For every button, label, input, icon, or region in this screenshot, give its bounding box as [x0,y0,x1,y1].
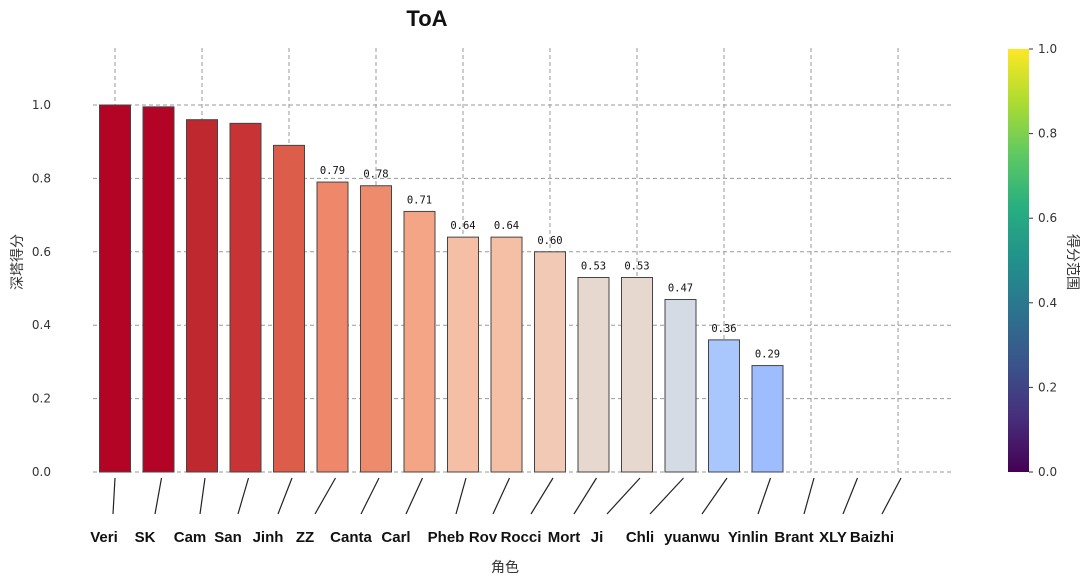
tick-leader-line [842,477,859,515]
tick-leader-line [455,477,467,515]
bar-veri [99,104,131,473]
data-label-rocci: 0.60 [537,235,562,247]
data-labels: 0.79 0.78 0.71 0.64 0.64 0.60 0.53 0.53 0.47 0.36… [320,165,780,361]
tick-leader-line [405,477,424,515]
tick-leader-line [112,477,116,515]
x-tick-label-ji: Ji [591,529,604,546]
tick-leader-line [573,477,598,515]
y-tick-label: 0.4 [32,318,51,332]
x-tick-label-canta: Canta [330,529,372,546]
bar-pheb [447,236,479,473]
x-tick-label-carl: Carl [381,529,410,546]
bar-yuanwu [708,339,740,473]
x-tick-label-jinh: Jinh [253,529,284,546]
bar-chli [664,299,697,473]
y-axis-ticks: 0.0 0.2 0.4 0.6 0.8 1.0 [32,98,51,479]
data-label-yuanwu: 0.36 [711,323,736,335]
colorbar-tick-label: 0.4 [1038,296,1057,310]
data-label-zz: 0.79 [320,165,345,177]
bar-carl [403,210,436,473]
tick-leader-line [360,477,380,515]
x-tick-label-rov: Rov [469,529,498,546]
colorbar-gradient [1008,49,1029,472]
colorbar: 0.0 0.2 0.4 0.6 0.8 1.0 得分范围 [1008,42,1080,479]
tick-leader-line [154,477,163,515]
x-tick-label-yuanwu: yuanwu [664,529,720,546]
colorbar-tick-label: 1.0 [1038,42,1057,56]
tick-leader-line [492,477,511,515]
x-tick-label-cam: Cam [174,529,207,546]
x-axis-ticks: Veri SK Cam San Jinh ZZ Canta Carl Pheb Rov Rocci M… [90,477,902,546]
tick-leader-line [314,477,337,515]
colorbar-tick-label: 0.0 [1038,465,1057,479]
bar-yinlin [751,365,784,473]
x-tick-label-pheb: Pheb [428,529,465,546]
tick-leader-line [237,477,250,515]
x-tick-label-chli: Chli [626,529,654,546]
x-tick-label-veri: Veri [90,529,118,546]
y-axis-label: 深塔得分 [9,234,26,290]
y-tick-label: 0.2 [32,392,51,406]
tick-leader-line [649,477,684,515]
y-tick-label: 1.0 [32,98,51,112]
data-label-mort: 0.53 [581,260,606,272]
bar-san [229,122,262,473]
colorbar-tick-label: 0.8 [1038,127,1057,141]
data-label-carl: 0.71 [407,194,432,206]
data-label-pheb: 0.64 [450,220,475,232]
bar-cam [186,119,218,473]
colorbar-tick-label: 0.6 [1038,211,1057,225]
x-tick-label-brant: Brant [774,529,813,546]
tick-leader-line [277,477,293,515]
y-tick-label: 0.8 [32,171,51,185]
x-tick-label-xly: XLY [819,529,847,546]
colorbar-tick-label: 0.2 [1038,380,1057,394]
tick-leader-line [757,477,772,515]
bar-rov [490,236,523,473]
bars [99,104,784,473]
y-tick-label: 0.6 [32,245,51,259]
x-tick-label-mort: Mort [548,529,581,546]
y-tick-label: 0.0 [32,465,51,479]
x-tick-label-sk: SK [135,529,156,546]
bar-rocci [534,251,566,473]
x-tick-label-rocci: Rocci [501,529,542,546]
data-label-chli: 0.47 [668,283,693,295]
tick-leader-line [701,477,728,515]
data-label-yinlin: 0.29 [755,349,780,361]
bar-jinh [273,144,305,473]
colorbar-label: 得分范围 [1064,234,1080,290]
data-label-ji: 0.53 [624,260,649,272]
bar-mort [577,276,610,473]
x-axis-label: 角色 [491,559,519,576]
tick-leader-line [530,477,554,515]
bar-ji [621,276,653,473]
x-tick-label-san: San [214,529,242,546]
x-tick-label-yinlin: Yinlin [728,529,768,546]
chart-title: ToA [406,6,447,31]
x-tick-label-zz: ZZ [296,529,314,546]
bar-zz [316,181,349,473]
data-label-rov: 0.64 [494,220,519,232]
tick-leader-line [803,477,815,515]
bar-canta [360,185,392,473]
tick-leader-line [881,477,902,515]
data-label-canta: 0.78 [363,169,388,181]
tick-leader-line [606,477,641,515]
colorbar-ticks: 0.0 0.2 0.4 0.6 0.8 1.0 [1029,42,1057,479]
x-tick-label-baizhi: Baizhi [850,529,894,546]
bar-sk [142,106,175,473]
tick-leader-line [199,477,206,515]
